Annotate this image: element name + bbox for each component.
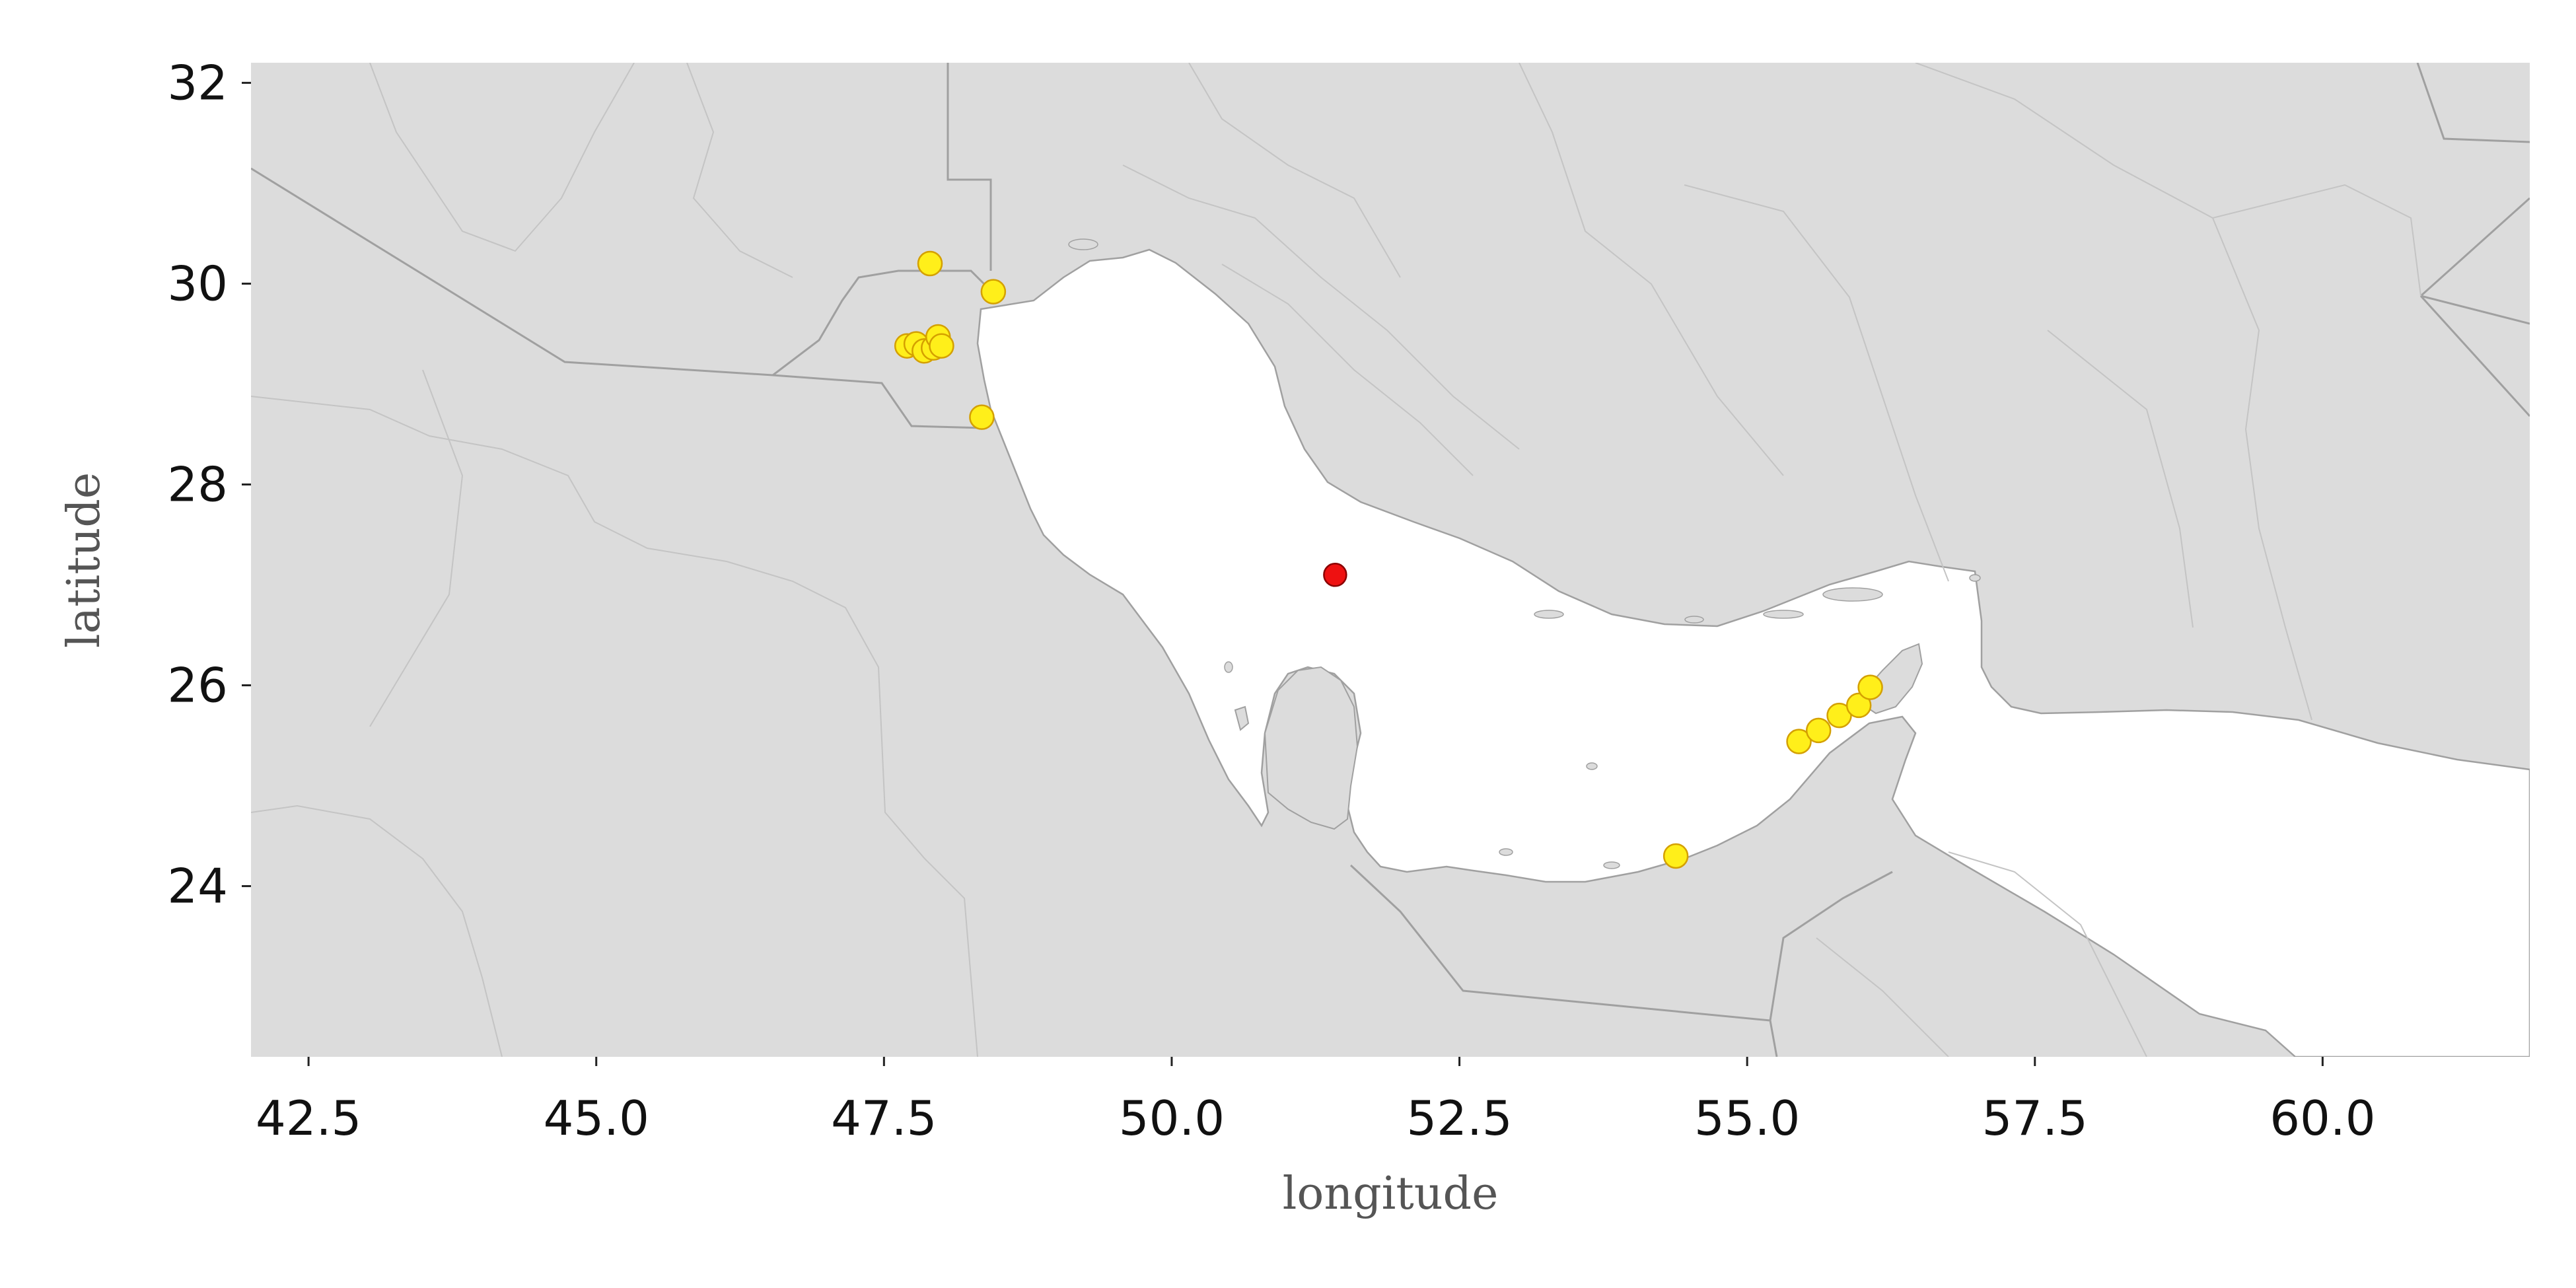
yellow-site-marker bbox=[1786, 729, 1812, 754]
y-tick-label: 28 bbox=[167, 456, 228, 512]
yellow-site-marker bbox=[917, 250, 943, 277]
yellow-site-marker bbox=[969, 404, 995, 430]
map-plot-area bbox=[251, 63, 2530, 1057]
y-tick-label: 24 bbox=[167, 859, 228, 914]
small-islands bbox=[1068, 238, 1981, 869]
persian-gulf-water bbox=[976, 248, 2530, 1057]
yellow-site-marker bbox=[1857, 674, 1883, 700]
site-markers bbox=[894, 250, 1883, 869]
x-tick-label: 60.0 bbox=[2270, 1091, 2375, 1146]
yellow-site-marker bbox=[980, 279, 1007, 304]
yellow-site-marker bbox=[1805, 717, 1832, 744]
x-axis-title: longitude bbox=[1283, 1168, 1499, 1220]
x-tick-label: 45.0 bbox=[544, 1091, 649, 1146]
yellow-site-marker bbox=[1663, 843, 1689, 869]
x-tick-label: 47.5 bbox=[831, 1091, 937, 1146]
qatar-peninsula bbox=[1264, 666, 1359, 830]
x-tick-label: 50.0 bbox=[1119, 1091, 1225, 1146]
x-axis: 42.5 45.0 47.5 50.0 52.5 55.0 57.5 60.0 bbox=[256, 1057, 2376, 1146]
y-axis-title: latitude bbox=[58, 472, 110, 648]
x-tick-label: 55.0 bbox=[1694, 1091, 1800, 1146]
x-tick-label: 57.5 bbox=[1982, 1091, 2088, 1146]
bahrain-island bbox=[1234, 705, 1250, 731]
country-borders bbox=[251, 63, 2530, 1057]
y-tick-label: 26 bbox=[167, 658, 228, 713]
x-tick-label: 42.5 bbox=[256, 1091, 361, 1146]
x-tick-label: 52.5 bbox=[1406, 1091, 1512, 1146]
y-tick-label: 30 bbox=[167, 256, 228, 311]
yellow-site-marker bbox=[1845, 692, 1872, 719]
admin-boundaries bbox=[251, 63, 2421, 1057]
red-site-marker bbox=[1323, 563, 1347, 587]
yellow-site-marker bbox=[929, 333, 954, 359]
y-tick-label: 32 bbox=[167, 55, 228, 110]
y-axis: 24 26 28 30 32 bbox=[167, 55, 251, 914]
